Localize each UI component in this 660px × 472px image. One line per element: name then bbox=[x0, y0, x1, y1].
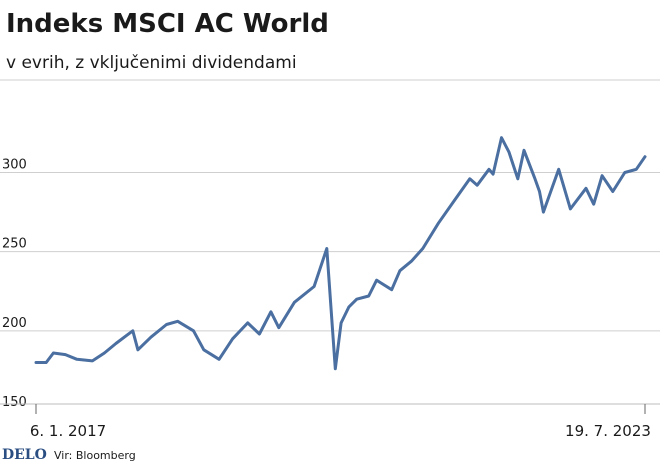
y-tick-label-300: 300 bbox=[2, 158, 27, 173]
plot-area bbox=[34, 136, 647, 371]
data-point bbox=[542, 211, 545, 214]
data-point bbox=[523, 149, 525, 152]
data-point bbox=[623, 171, 626, 174]
data-point bbox=[149, 336, 152, 339]
data-point bbox=[313, 285, 316, 288]
data-point bbox=[355, 298, 358, 301]
data-point bbox=[507, 150, 510, 153]
grid: 150 200 250 300 bbox=[0, 79, 660, 410]
data-point bbox=[325, 247, 328, 250]
data-point bbox=[410, 260, 413, 263]
data-point bbox=[340, 321, 343, 324]
data-point bbox=[75, 358, 78, 361]
source-label: Vir: Bloomberg bbox=[54, 449, 136, 462]
x-axis: 6. 1. 2017 19. 7. 2023 bbox=[0, 403, 660, 440]
chart-subtitle: v evrih, z vključenimi dividendami bbox=[6, 53, 297, 73]
data-point bbox=[644, 155, 646, 158]
series-line-0 bbox=[34, 136, 647, 371]
data-point bbox=[52, 352, 55, 354]
data-point bbox=[103, 352, 106, 354]
x-tick-label-1: 19. 7. 2023 bbox=[565, 422, 651, 440]
data-point bbox=[45, 361, 48, 364]
y-tick-label-200: 200 bbox=[2, 316, 27, 331]
data-point bbox=[176, 320, 179, 323]
data-point bbox=[538, 190, 541, 193]
data-point bbox=[269, 310, 272, 313]
data-point bbox=[258, 333, 261, 335]
data-point bbox=[347, 306, 350, 309]
data-point bbox=[569, 207, 572, 210]
data-point bbox=[334, 367, 337, 370]
data-point bbox=[277, 326, 280, 329]
data-point bbox=[390, 288, 393, 291]
data-point bbox=[35, 361, 37, 364]
data-point bbox=[592, 203, 595, 206]
data-point bbox=[635, 168, 638, 171]
data-point bbox=[293, 301, 296, 304]
data-point bbox=[136, 348, 139, 351]
data-point bbox=[585, 187, 587, 190]
data-point bbox=[114, 342, 117, 345]
data-point bbox=[165, 323, 168, 326]
data-point bbox=[421, 247, 424, 250]
data-point bbox=[91, 359, 94, 362]
data-point bbox=[131, 329, 134, 332]
data-point bbox=[367, 295, 370, 297]
data-point bbox=[453, 200, 455, 202]
brand-logo: DELO bbox=[2, 447, 47, 463]
data-point bbox=[218, 358, 221, 361]
data-point bbox=[611, 190, 614, 193]
data-point bbox=[468, 177, 471, 180]
y-tick-label-150: 150 bbox=[2, 395, 27, 410]
data-point bbox=[192, 329, 195, 332]
data-point bbox=[64, 353, 67, 356]
data-point bbox=[516, 177, 519, 180]
data-point bbox=[557, 168, 560, 171]
x-tick-label-0: 6. 1. 2017 bbox=[30, 422, 106, 440]
data-point bbox=[398, 269, 401, 272]
data-point bbox=[246, 321, 249, 324]
data-point bbox=[500, 136, 503, 139]
data-point bbox=[202, 348, 205, 351]
data-point bbox=[375, 279, 378, 282]
chart-title: Indeks MSCI AC World bbox=[6, 9, 329, 39]
y-tick-label-250: 250 bbox=[2, 237, 27, 252]
data-point bbox=[437, 222, 440, 225]
data-point bbox=[476, 184, 479, 187]
data-point bbox=[231, 337, 234, 340]
data-point bbox=[601, 174, 604, 177]
data-point bbox=[492, 173, 495, 176]
data-point bbox=[533, 176, 536, 179]
data-point bbox=[488, 168, 490, 171]
